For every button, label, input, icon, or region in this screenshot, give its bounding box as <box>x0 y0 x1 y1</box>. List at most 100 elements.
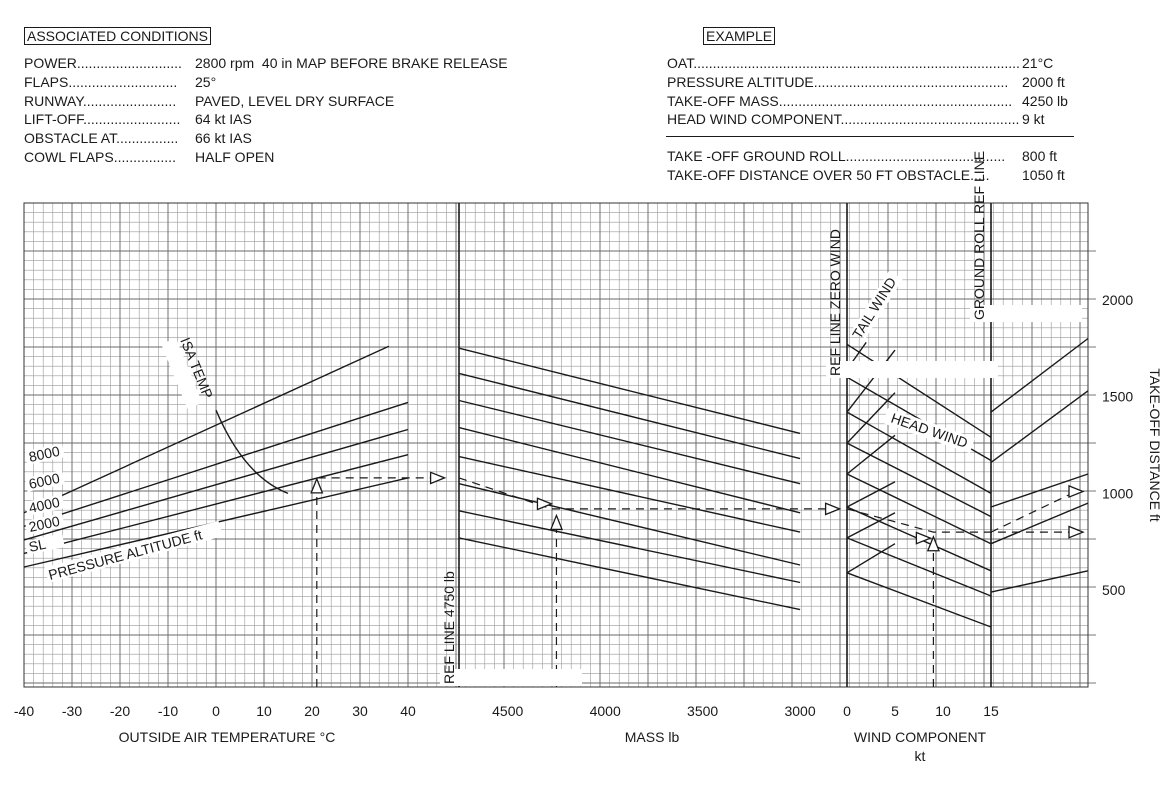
head-wind-line <box>846 572 992 628</box>
distance-line <box>990 570 1089 593</box>
head-wind-line <box>846 343 992 438</box>
altitude-line <box>23 454 409 555</box>
example-obstacle-path <box>990 490 1077 533</box>
ref-line-ground-roll-label: GROUND ROLL REF LINE <box>971 151 987 320</box>
altitude-line <box>23 345 390 514</box>
altitude-label: 8000 <box>27 443 61 465</box>
ref-line-mass-label: REF LINE 4750 lb <box>441 571 457 684</box>
altitude-label-bg <box>24 443 65 465</box>
head-wind-line <box>846 537 992 597</box>
temp-tick-label: 30 <box>352 703 368 719</box>
example-value: 2000 ft <box>1022 73 1065 90</box>
mass-tick-label: 4500 <box>492 703 523 719</box>
isa-temp-curve <box>215 409 289 495</box>
distance-line <box>990 502 1089 545</box>
mass-tick-label: 4000 <box>590 703 621 719</box>
altitude-line <box>23 401 409 527</box>
altitude-label: SL <box>27 536 47 555</box>
ref-ground-bg <box>970 305 1082 322</box>
distance-line <box>990 473 1089 508</box>
ytick-bg <box>1098 290 1140 309</box>
condition-value: 66 kt IAS <box>195 130 252 147</box>
arrow-ground-roll <box>1068 525 1085 539</box>
example-divider <box>666 136 1074 137</box>
example-value: 21°C <box>1022 55 1054 71</box>
tail-wind-line <box>846 543 896 574</box>
arrow-up-oat <box>310 477 324 494</box>
temp-axis-title: OUTSIDE AIR TEMPERATURE °C <box>119 729 336 745</box>
distance-line <box>990 390 1089 463</box>
distance-line <box>990 337 1089 413</box>
altitude-label-bg <box>24 494 65 516</box>
temp-tick-label: 0 <box>212 703 220 719</box>
example-path <box>310 471 1085 687</box>
result-label: TAKE-OFF DISTANCE OVER 50 FT OBSTACLE...… <box>667 166 990 183</box>
isa-bg <box>161 338 203 409</box>
mass-guide-line <box>458 483 801 566</box>
example-label: TAKE-OFF MASS...........................… <box>667 92 1013 109</box>
result-label: TAKE -OFF GROUND ROLL...................… <box>667 148 1006 164</box>
ytick-bg <box>1098 387 1140 406</box>
tail-wind-line <box>846 434 896 475</box>
condition-value: 25° <box>195 73 217 90</box>
condition-label: RUNWAY........................ <box>24 92 177 109</box>
tail-wind-line <box>846 481 896 508</box>
head-wind-line <box>846 473 992 545</box>
condition-label: OBSTACLE AT................ <box>24 130 179 147</box>
arrow-right-mass <box>824 502 842 516</box>
arrow-obstacle <box>1068 484 1085 499</box>
temp-tick-label: 10 <box>256 703 272 719</box>
condition-label: POWER........................... <box>24 55 182 71</box>
result-value: 1050 ft <box>1022 166 1065 183</box>
temp-tick-label: -30 <box>62 703 82 719</box>
temp-tick-label: -10 <box>158 703 178 719</box>
altitude-label: 6000 <box>27 470 61 492</box>
temp-tick-label: 40 <box>400 703 416 719</box>
mass-guide-line <box>458 537 801 611</box>
mass-guide-line <box>458 347 801 435</box>
head-wind-bg <box>882 408 975 454</box>
wind-tick-label: 10 <box>935 703 951 719</box>
ytick-bg <box>1098 484 1140 503</box>
example-label: OAT.....................................… <box>667 55 1019 71</box>
condition-label: COWL FLAPS................ <box>24 149 176 165</box>
condition-value: 2800 rpm 40 in MAP BEFORE BRAKE RELEASE <box>195 55 508 71</box>
wind-axis-title: WIND COMPONENT <box>854 729 987 745</box>
temp-tick-label: -40 <box>14 703 34 719</box>
condition-value: PAVED, LEVEL DRY SURFACE <box>195 92 395 109</box>
tail-wind-line <box>846 512 896 539</box>
pressure-altitude-label: PRESSURE ALTITUDE ft <box>47 526 204 582</box>
mass-guide-line <box>458 372 801 460</box>
distance-tick-label: 500 <box>1102 582 1126 598</box>
arrow-mass-diag <box>536 497 554 511</box>
condition-value: HALF OPEN <box>195 149 275 165</box>
ref-line-zero-wind-label: REF LINE ZERO WIND <box>827 229 843 376</box>
distance-axis-title: TAKE-OFF DISTANCE ft <box>1147 368 1163 522</box>
altitude-label-bg <box>24 533 65 555</box>
mass-axis-title: MASS lb <box>625 729 680 745</box>
wind-tick-label: 5 <box>891 703 899 719</box>
example-mass-path <box>458 477 838 510</box>
tail-wind-label: TAIL WIND <box>849 274 899 341</box>
example-label: HEAD WIND COMPONENT.....................… <box>667 111 1019 128</box>
wind-mass-tick-overlap: 3000 <box>790 703 821 719</box>
head-wind-line <box>846 411 992 495</box>
mass-tick-label: 3500 <box>687 703 718 719</box>
chart-grid <box>23 202 1096 688</box>
mass-guide-line <box>458 510 801 584</box>
condition-value: 64 kt IAS <box>195 111 252 128</box>
condition-label: LIFT-OFF......................... <box>24 111 181 128</box>
example-label: PRESSURE ALTITUDE.......................… <box>667 73 1009 90</box>
ref-mass-bg <box>440 669 582 686</box>
wind-tick-label: 0 <box>843 703 851 719</box>
mass-guide-line <box>458 426 801 514</box>
pressure-altitude-bg <box>44 520 223 583</box>
example-value: 9 kt <box>1022 111 1045 128</box>
mass-tick-label: 3000 <box>784 703 815 719</box>
arrow-wind-diag <box>915 531 933 545</box>
altitude-line <box>23 428 409 541</box>
condition-label: FLAPS............................ <box>24 73 178 90</box>
tail-wind-line <box>846 349 896 413</box>
arrow-up-wind <box>926 534 940 552</box>
distance-tick-label: 1500 <box>1102 389 1133 405</box>
